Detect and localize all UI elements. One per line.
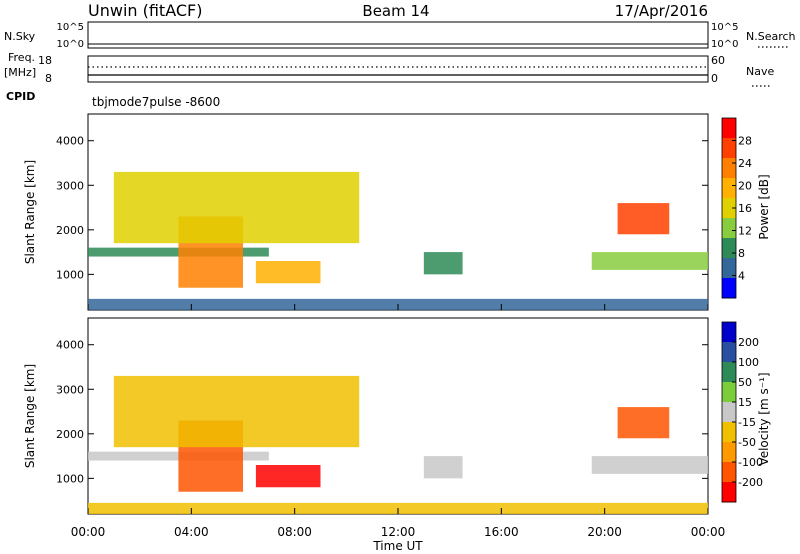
region-blob: [255, 261, 321, 284]
colorbar-segment: [722, 158, 736, 179]
freq-tick-bottom: 8: [45, 72, 52, 85]
colorbar-tick-label: 100: [738, 356, 759, 369]
colorbar-segment: [722, 138, 736, 159]
y-tick-label: 3000: [56, 179, 84, 192]
x-tick-label: 16:00: [484, 525, 519, 539]
cpid-value: tbjmode7pulse -8600: [92, 95, 220, 109]
velocity-ylabel: Slant Range [km]: [23, 364, 37, 468]
velocity-yticks: 4000 3000 2000 1000: [56, 339, 708, 485]
nave-tick-top: 60: [711, 54, 725, 67]
y-tick-label: 4000: [56, 339, 84, 352]
region-blob: [255, 465, 321, 488]
region-band: [88, 247, 269, 257]
station-title: Unwin (fitACF): [88, 1, 202, 20]
region-patch: [423, 456, 463, 479]
nave-right-label: Nave: [746, 65, 774, 78]
colorbar-segment: [722, 178, 736, 199]
region-patch: [423, 252, 463, 275]
colorbar-segment: [722, 258, 736, 279]
colorbar-tick-label: 24: [738, 157, 752, 170]
colorbar-tick-label: 16: [738, 202, 752, 215]
sky-left-label: N.Sky: [4, 30, 36, 43]
y-tick-label: 2000: [56, 224, 84, 237]
region-band: [88, 451, 269, 461]
colorbar-segment: [722, 442, 736, 463]
colorbar-segment: [722, 278, 736, 299]
freq-panel: [87, 55, 709, 83]
colorbar-tick-label: 20: [738, 180, 752, 193]
freq-label-1: Freq.: [8, 51, 35, 64]
power-yticks: 4000 3000 2000 1000: [56, 135, 708, 281]
region-late-band: [591, 456, 708, 474]
power-data-layer: [88, 171, 708, 310]
nave-tick-bottom: 0: [711, 72, 718, 85]
colorbar-tick-label: 15: [738, 396, 752, 409]
cpid-label: CPID: [6, 90, 35, 103]
x-tick-label: 12:00: [381, 525, 416, 539]
colorbar-tick-label: -200: [738, 476, 763, 489]
colorbar-segment: [722, 382, 736, 403]
x-tick-label: 20:00: [587, 525, 622, 539]
colorbar-segment: [722, 238, 736, 259]
sky-tick-top: 10^5: [57, 22, 84, 33]
colorbar-segment: [722, 198, 736, 219]
velocity-colorbar: 200 100 50 15 -15 -50 -100 -200: [721, 321, 763, 503]
colorbar-segment: [722, 482, 736, 503]
colorbar-segment: [722, 218, 736, 239]
region-late-streak: [617, 203, 670, 235]
x-tick-label: 00:00: [691, 525, 726, 539]
colorbar-segment: [722, 118, 736, 139]
colorbar-tick-label: 50: [738, 376, 752, 389]
velocity-colorbar-label: Velocity [m s⁻¹]: [757, 372, 771, 465]
power-colorbar: 28 24 20 16 12 8 4: [721, 117, 752, 299]
colorbar-tick-label: 8: [738, 247, 745, 260]
date-title: 17/Apr/2016: [615, 2, 708, 20]
y-tick-label: 1000: [56, 472, 84, 485]
freq-tick-top: 18: [38, 54, 52, 67]
colorbar-segment: [722, 342, 736, 363]
region-arc: [113, 375, 360, 448]
y-tick-label: 3000: [56, 383, 84, 396]
search-right-label: N.Search: [746, 30, 796, 43]
colorbar-tick-label: -100: [738, 456, 763, 469]
x-tick-label: 04:00: [174, 525, 209, 539]
colorbar-segment: [722, 322, 736, 343]
colorbar-tick-label: 4: [738, 270, 745, 283]
sky-panel: [87, 21, 709, 49]
colorbar-segment: [722, 462, 736, 483]
search-tick-top: 10^5: [711, 22, 738, 33]
colorbar-segment: [722, 402, 736, 423]
x-tick-label: 00:00: [71, 525, 106, 539]
power-ylabel: Slant Range [km]: [23, 160, 37, 264]
search-tick-bottom: 10^0: [711, 39, 738, 50]
colorbar-segment: [722, 362, 736, 383]
region-late-streak: [617, 407, 670, 439]
colorbar-tick-label: 12: [738, 225, 752, 238]
velocity-data-layer: [88, 375, 708, 514]
freq-label-2: [MHz]: [4, 66, 36, 79]
sky-tick-bottom: 10^0: [57, 39, 84, 50]
x-tick-label: 08:00: [277, 525, 312, 539]
colorbar-tick-label: 28: [738, 135, 752, 148]
power-colorbar-label: Power [dB]: [757, 174, 771, 239]
y-tick-label: 1000: [56, 268, 84, 281]
x-axis-label: Time UT: [372, 539, 423, 553]
colorbar-tick-label: 200: [738, 336, 759, 349]
region-late-band: [591, 252, 708, 270]
y-tick-label: 2000: [56, 428, 84, 441]
colorbar-tick-label: -50: [738, 436, 756, 449]
colorbar-frame: [721, 321, 737, 503]
colorbar-segment: [722, 422, 736, 443]
x-axis-ticks: 00:00 04:00 08:00 12:00 16:00 20:00 00:00: [71, 304, 726, 539]
colorbar-tick-label: -15: [738, 416, 756, 429]
beam-title: Beam 14: [362, 2, 429, 20]
region-arc: [113, 171, 360, 244]
y-tick-label: 4000: [56, 135, 84, 148]
